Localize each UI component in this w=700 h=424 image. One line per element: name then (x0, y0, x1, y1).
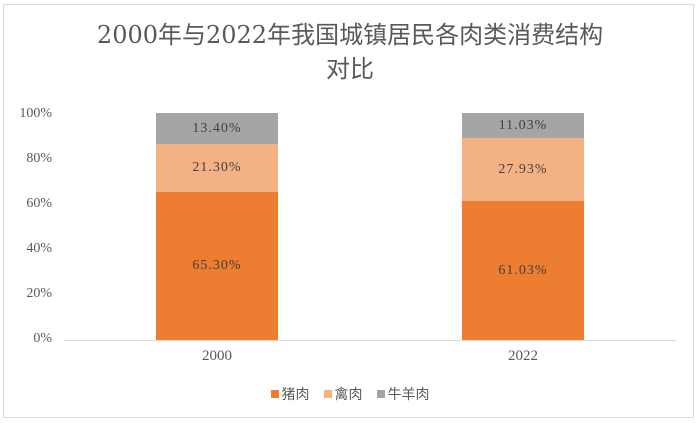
x-tick-2000: 2000 (202, 348, 232, 364)
chart-title: 2000年与2022年我国城镇居民各肉类消费结构 对比 (0, 18, 700, 86)
data-label: 27.93% (498, 161, 548, 177)
data-label: 21.30% (192, 160, 242, 175)
legend-label: 牛羊肉 (387, 387, 430, 403)
chart-title-line-2: 对比 (326, 55, 374, 83)
y-tick-80: 80% (26, 151, 52, 166)
chart-title-line-1: 2000年与2022年我国城镇居民各肉类消费结构 (96, 21, 604, 49)
x-axis-line (64, 340, 676, 341)
data-label: 13.40% (192, 120, 242, 136)
segment-pork-2000: 65.30% (156, 192, 278, 340)
segment-beef-mutton-2022: 11.03% (462, 113, 584, 138)
data-label: 11.03% (498, 117, 548, 133)
legend: 猪肉 禽肉 牛羊肉 (0, 384, 700, 404)
y-tick-0: 0% (33, 331, 52, 346)
y-tick-40: 40% (26, 241, 52, 256)
legend-item-pork[interactable]: 猪肉 (270, 384, 310, 404)
segment-pork-2022: 61.03% (462, 201, 584, 340)
segment-poultry-2000: 21.30% (156, 144, 278, 192)
bar-2000: 65.30% 21.30% 13.40% (156, 113, 278, 340)
legend-swatch-icon (323, 390, 332, 398)
segment-beef-mutton-2000: 13.40% (156, 113, 278, 144)
legend-label: 猪肉 (281, 387, 310, 403)
legend-label: 禽肉 (334, 387, 363, 403)
bar-2022: 61.03% 27.93% 11.03% (462, 113, 584, 340)
legend-swatch-icon (376, 390, 385, 398)
y-tick-20: 20% (26, 286, 52, 301)
x-tick-2022: 2022 (508, 348, 538, 364)
legend-item-beef-mutton[interactable]: 牛羊肉 (376, 384, 430, 404)
data-label: 65.30% (192, 258, 242, 273)
segment-poultry-2022: 27.93% (462, 138, 584, 201)
legend-item-poultry[interactable]: 禽肉 (323, 384, 363, 404)
legend-swatch-icon (270, 390, 279, 398)
y-tick-60: 60% (26, 196, 52, 211)
data-label: 61.03% (498, 262, 548, 278)
y-tick-100: 100% (19, 106, 52, 121)
